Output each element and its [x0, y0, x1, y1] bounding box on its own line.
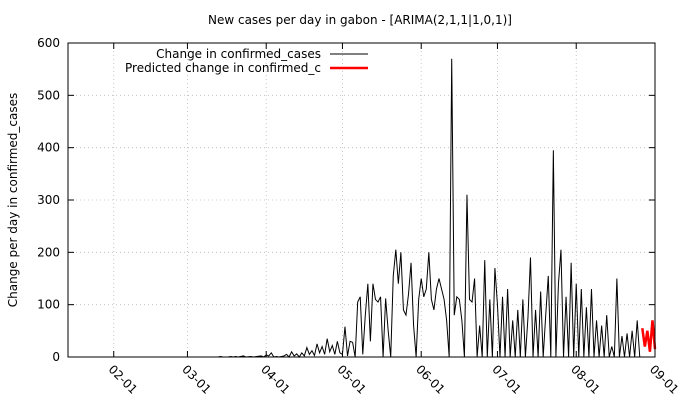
series-line-predicted	[641, 320, 657, 352]
y-axis-label: Change per day in confirmed_cases	[6, 93, 20, 308]
legend-label: Change in confirmed_cases	[156, 47, 321, 61]
x-tick-label: 06-01	[413, 362, 448, 397]
y-tick-label: 400	[37, 141, 60, 155]
y-tick-label: 300	[37, 193, 60, 207]
y-tick-label: 0	[52, 350, 60, 364]
y-tick-label: 200	[37, 245, 60, 259]
x-tick-label: 03-01	[179, 362, 214, 397]
x-tick-label: 09-01	[647, 362, 680, 397]
y-tick-label: 600	[37, 36, 60, 50]
legend-label: Predicted change in confirmed_c	[125, 61, 321, 75]
series-layer	[217, 58, 657, 358]
series-line-confirmed	[217, 58, 641, 358]
x-tick-label: 04-01	[258, 362, 293, 397]
y-tick-label: 100	[37, 298, 60, 312]
chart-title: New cases per day in gabon - [ARIMA(2,1,…	[208, 13, 512, 27]
x-tick-label: 02-01	[106, 362, 141, 397]
x-tick-label: 07-01	[489, 362, 524, 397]
x-tick-label: 05-01	[334, 362, 369, 397]
x-tick-label: 08-01	[568, 362, 603, 397]
y-tick-label: 500	[37, 88, 60, 102]
